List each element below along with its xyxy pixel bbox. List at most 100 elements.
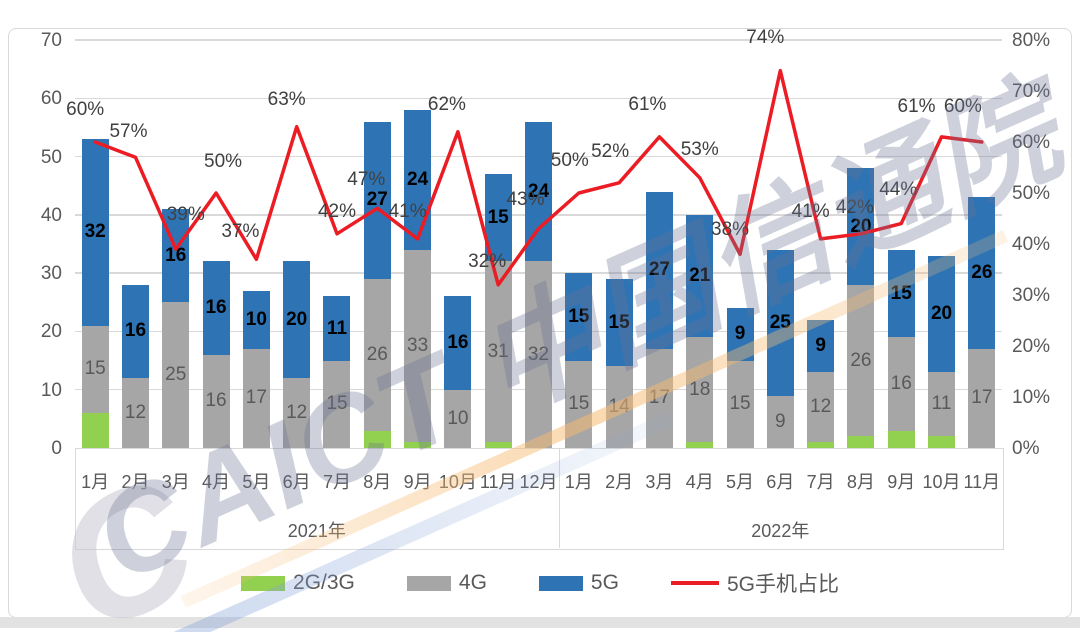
grid-line	[75, 97, 1002, 100]
bar-label-5g: 20	[850, 215, 872, 237]
line-value-label: 43%	[506, 188, 545, 210]
line-value-label: 53%	[680, 138, 719, 160]
bar-segment-2g3g	[81, 413, 109, 448]
y-axis-tick-right: 60%	[1012, 132, 1051, 153]
x-axis-month: 4月	[685, 472, 714, 492]
x-axis-month: 10月	[922, 472, 961, 492]
bar-label-4g: 17	[971, 387, 993, 409]
bar-segment-4g	[81, 325, 109, 414]
x-axis-box	[75, 448, 1004, 550]
legend-item-5G: 5G	[538, 571, 619, 595]
bar-label-5g: 9	[815, 335, 826, 356]
x-axis-month: 9月	[887, 472, 916, 492]
line-value-label: 61%	[628, 93, 667, 115]
bar-label-4g: 17	[245, 387, 267, 409]
bar-label-5g: 10	[245, 308, 267, 330]
legend-swatch	[538, 575, 583, 591]
x-axis-month: 5月	[726, 472, 755, 492]
line-value-label: 42%	[317, 200, 356, 222]
y-axis-tick-left: 50	[40, 146, 62, 168]
x-axis-month: 11月	[479, 472, 517, 492]
year-label: 2022年	[751, 521, 810, 541]
y-axis-tick-right: 0%	[1012, 438, 1040, 459]
y-axis-tick-right: 70%	[1012, 81, 1051, 102]
x-axis-month: 6月	[282, 472, 311, 492]
y-axis-tick-right: 50%	[1012, 183, 1051, 204]
bar-label-4g: 25	[165, 364, 187, 386]
legend-swatch	[241, 575, 286, 591]
legend-item-4G: 4G	[406, 571, 487, 595]
line-value-label: 74%	[746, 26, 785, 48]
bar-label-5g: 9	[734, 323, 746, 345]
x-axis-month: 9月	[403, 472, 432, 492]
bar-label-5g: 20	[930, 302, 953, 324]
bar-label-4g: 11	[931, 393, 952, 415]
line-value-label: 57%	[109, 121, 148, 143]
line-value-label: 38%	[711, 219, 750, 241]
line-value-label: 62%	[427, 93, 466, 115]
line-value-label: 41%	[388, 200, 427, 222]
x-axis-month: 7月	[322, 472, 351, 492]
x-axis-month: 10月	[438, 472, 477, 492]
x-axis-month: 4月	[202, 472, 231, 492]
x-axis-month: 1月	[81, 472, 110, 492]
x-axis-month: 8月	[846, 472, 875, 492]
legend-label: 5G手机占比	[726, 573, 839, 596]
x-axis-month: 8月	[363, 472, 392, 492]
bar-label-4g: 15	[729, 393, 751, 415]
x-axis-month: 2月	[605, 472, 634, 492]
line-value-label: 60%	[66, 99, 105, 120]
y-axis-tick-left: 70	[40, 30, 62, 51]
legend: 2G/3G 4G 5G 5G手机占比	[0, 568, 1080, 598]
bar-label-4g: 17	[648, 387, 670, 409]
x-axis-month: 12月	[519, 472, 558, 492]
x-axis-month: 2月	[121, 472, 150, 492]
y-axis-tick-left: 20	[40, 321, 62, 343]
line-value-label: 52%	[591, 140, 630, 162]
bar-label-4g: 15	[568, 393, 590, 415]
x-axis-month: 5月	[242, 472, 271, 492]
line-value-label: 42%	[835, 196, 874, 218]
y-axis-tick-left: 40	[40, 204, 62, 226]
legend-swatch	[406, 575, 451, 591]
bar-label-5g: 27	[648, 259, 670, 281]
bar-segment-2g3g	[928, 436, 956, 448]
line-value-label: 44%	[879, 178, 918, 200]
bar-label-4g: 12	[810, 396, 832, 418]
bar-label-5g: 16	[447, 332, 469, 354]
bar-label-4g: 33	[407, 335, 429, 356]
legend-item-5G手机占比: 5G手机占比	[670, 568, 839, 598]
bar-label-5g: 25	[769, 311, 791, 333]
y-axis-tick-left: 0	[51, 438, 62, 459]
bar-label-5g: 16	[124, 320, 147, 342]
bar-segment-2g3g	[847, 436, 875, 448]
legend-label: 5G	[590, 571, 619, 594]
year-label: 2021年	[287, 521, 346, 541]
x-axis-month: 3月	[645, 472, 674, 492]
y-axis-tick-right: 10%	[1012, 387, 1051, 408]
line-value-label: 41%	[791, 200, 830, 222]
bar-label-4g: 16	[890, 372, 912, 394]
line-value-label: 63%	[267, 88, 306, 110]
bar-label-5g: 15	[568, 305, 590, 327]
x-axis-month: 7月	[806, 472, 835, 492]
x-axis-month: 3月	[161, 472, 190, 492]
line-value-label: 37%	[221, 221, 260, 243]
bar-label-5g: 24	[407, 168, 429, 190]
bar-label-4g: 26	[366, 343, 388, 365]
line-value-label: 50%	[204, 151, 243, 172]
x-axis-month: 6月	[766, 472, 795, 492]
bar-label-5g: 21	[689, 265, 711, 287]
bar-label-4g: 12	[124, 402, 147, 424]
line-value-label: 32%	[468, 250, 507, 272]
line-value-label: 61%	[897, 95, 936, 117]
bar-label-5g: 26	[971, 262, 993, 284]
legend-label: 4G	[458, 571, 487, 594]
bar-label-5g: 16	[165, 244, 187, 266]
grid-line	[75, 39, 1002, 41]
bottom-strip	[0, 617, 1080, 628]
bar-label-5g: 27	[366, 189, 388, 211]
line-value-label: 47%	[347, 169, 386, 191]
bar-segment-2g3g	[363, 430, 391, 448]
bar-label-4g: 9	[775, 410, 786, 432]
